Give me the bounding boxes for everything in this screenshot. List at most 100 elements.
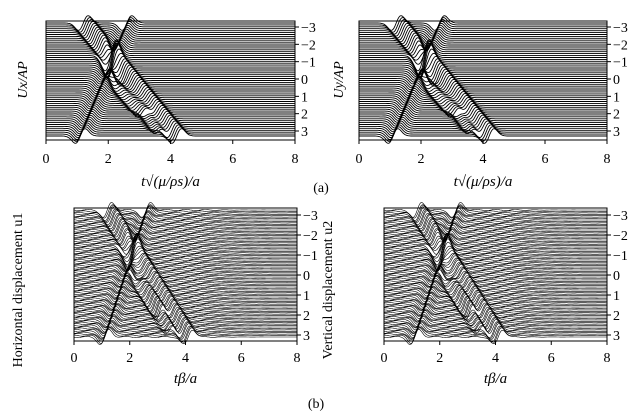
trace-line [383, 294, 607, 313]
trace-group [359, 15, 607, 144]
trace-line [383, 227, 607, 242]
y-tick-label: 1 [303, 289, 310, 304]
trace-line [383, 277, 607, 294]
trace-line [383, 228, 607, 244]
trace-line [73, 275, 297, 291]
trace-line [383, 280, 607, 298]
trace-line [383, 209, 607, 226]
trace-line [383, 258, 607, 276]
y-tick-label: 0 [301, 73, 308, 88]
trace-line [73, 202, 297, 218]
y-tick-label: 3 [613, 329, 620, 344]
trace-line [73, 230, 297, 246]
trace-line [359, 17, 607, 33]
trace-line [73, 262, 297, 278]
trace-line [46, 43, 295, 79]
x-tick-label: 2 [105, 152, 112, 167]
trace-line [383, 272, 607, 289]
trace-line [73, 211, 297, 229]
y-tick-label: −2 [613, 229, 628, 244]
chart-panel-3: −3 −2 −1 0 1 2 3 0 2 4 6 8 tβ/a Vertical displacement… [321, 202, 628, 387]
trace-line [383, 238, 607, 271]
trace-line [46, 20, 295, 37]
trace-line [359, 40, 607, 56]
trace-line [46, 97, 295, 114]
trace-line [46, 42, 295, 65]
trace-line [359, 41, 607, 58]
trace-line [383, 285, 607, 303]
trace-line [383, 291, 607, 310]
trace-line [74, 204, 297, 219]
x-tick-label: 0 [356, 152, 363, 167]
x-tick-label: 2 [126, 351, 133, 366]
trace-line [383, 317, 607, 334]
trace-line [46, 24, 295, 41]
y-tick-label: −1 [303, 249, 318, 264]
trace-line [384, 252, 607, 272]
trace-line [383, 298, 607, 317]
chart-panel-1: −3 −2 −1 0 1 2 3 0 2 4 6 8 t√(μ/ρs)/a Uy/AP [332, 15, 628, 190]
trace-line [73, 281, 297, 299]
trace-line [359, 39, 607, 76]
y-axis-label: Uy/AP [332, 61, 347, 99]
y-tick-label: 3 [301, 125, 308, 140]
trace-line [74, 268, 297, 286]
trace-line [46, 52, 295, 78]
trace-line [73, 233, 297, 259]
trace-line [46, 19, 295, 35]
trace-line [73, 210, 297, 227]
trace-line [383, 222, 607, 238]
trace-line [359, 70, 607, 89]
y-tick-label: 3 [613, 125, 620, 140]
trace-line [383, 275, 607, 291]
x-tick-label: 6 [548, 351, 555, 366]
trace-line [46, 39, 295, 72]
trace-line [359, 42, 607, 61]
trace-line [46, 64, 295, 84]
trace-line [383, 232, 607, 263]
panel-b-label: (b) [308, 397, 325, 412]
x-tick-label: 8 [604, 152, 611, 167]
trace-line [46, 34, 295, 50]
trace-line [74, 247, 297, 272]
trace-line [384, 247, 607, 272]
trace-line [73, 236, 297, 269]
y-tick-label: 1 [613, 289, 620, 304]
trace-line [74, 321, 297, 339]
y-axis-label: Ux/AP [16, 61, 31, 99]
trace-line [73, 232, 297, 263]
trace-line [383, 241, 607, 272]
trace-line [384, 287, 607, 305]
trace-line [73, 291, 297, 310]
y-tick-label: 0 [613, 269, 620, 284]
x-tick-label: 4 [480, 152, 487, 167]
trace-line [46, 95, 295, 112]
trace-line [46, 60, 295, 79]
y-tick-label: 0 [613, 73, 620, 88]
trace-line [73, 293, 297, 312]
y-tick-label: −3 [301, 21, 316, 36]
trace-line [383, 262, 607, 278]
trace-line [384, 233, 607, 258]
trace-line [46, 85, 295, 102]
trace-line [359, 122, 607, 138]
trace-line [359, 76, 607, 94]
y-tick-label: 2 [613, 108, 620, 123]
trace-line [46, 122, 295, 139]
trace-line [383, 313, 607, 329]
trace-line [383, 250, 607, 273]
x-tick-label: 6 [238, 351, 245, 366]
y-tick-label: 1 [301, 90, 308, 105]
trace-line [46, 120, 295, 137]
trace-line [384, 232, 607, 249]
trace-line [73, 213, 297, 230]
trace-line [46, 124, 295, 140]
x-tick-label: 0 [71, 351, 78, 366]
trace-line [359, 36, 607, 52]
trace-line [46, 91, 295, 108]
trace-line [73, 207, 297, 224]
trace-line [359, 68, 607, 87]
trace-line [46, 118, 295, 135]
y-tick-label: −2 [303, 229, 318, 244]
trace-line [359, 15, 607, 31]
